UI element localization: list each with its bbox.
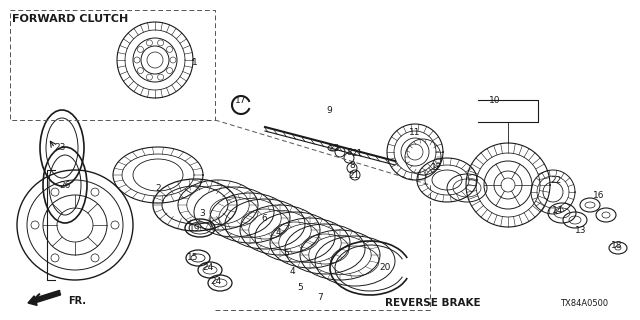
Text: 4: 4 [289,267,295,276]
Text: 26: 26 [60,180,70,189]
Text: 1: 1 [192,58,198,67]
Text: 22: 22 [550,175,562,185]
Text: 10: 10 [489,95,500,105]
Text: 13: 13 [575,226,587,235]
Text: 4: 4 [275,228,281,236]
Text: 15: 15 [188,253,199,262]
Text: 8: 8 [346,148,352,156]
Text: 25: 25 [328,143,340,153]
Text: 17: 17 [236,95,247,105]
Text: 8: 8 [349,161,355,170]
Text: REVERSE BRAKE: REVERSE BRAKE [385,298,481,308]
Text: 18: 18 [611,241,623,250]
Text: 2: 2 [155,183,161,193]
FancyArrow shape [28,291,61,305]
Text: TX84A0500: TX84A0500 [560,299,608,308]
Text: 5: 5 [297,284,303,292]
Text: 16: 16 [593,190,605,199]
Text: FORWARD CLUTCH: FORWARD CLUTCH [12,14,128,24]
Text: 24: 24 [211,277,221,286]
Text: 19: 19 [189,223,201,233]
Text: 11: 11 [409,127,420,137]
Text: 5: 5 [283,250,289,259]
Text: 23: 23 [54,142,66,151]
Text: 21: 21 [348,171,360,180]
Text: 9: 9 [326,106,332,115]
Text: 3: 3 [199,209,205,218]
Text: 24: 24 [202,263,214,273]
Text: FR.: FR. [68,296,86,306]
Text: 14: 14 [552,205,564,214]
Text: 20: 20 [380,263,390,273]
Text: 12: 12 [431,163,443,172]
Text: 6: 6 [261,213,267,222]
Text: 7: 7 [317,293,323,302]
Text: 21: 21 [351,148,363,157]
